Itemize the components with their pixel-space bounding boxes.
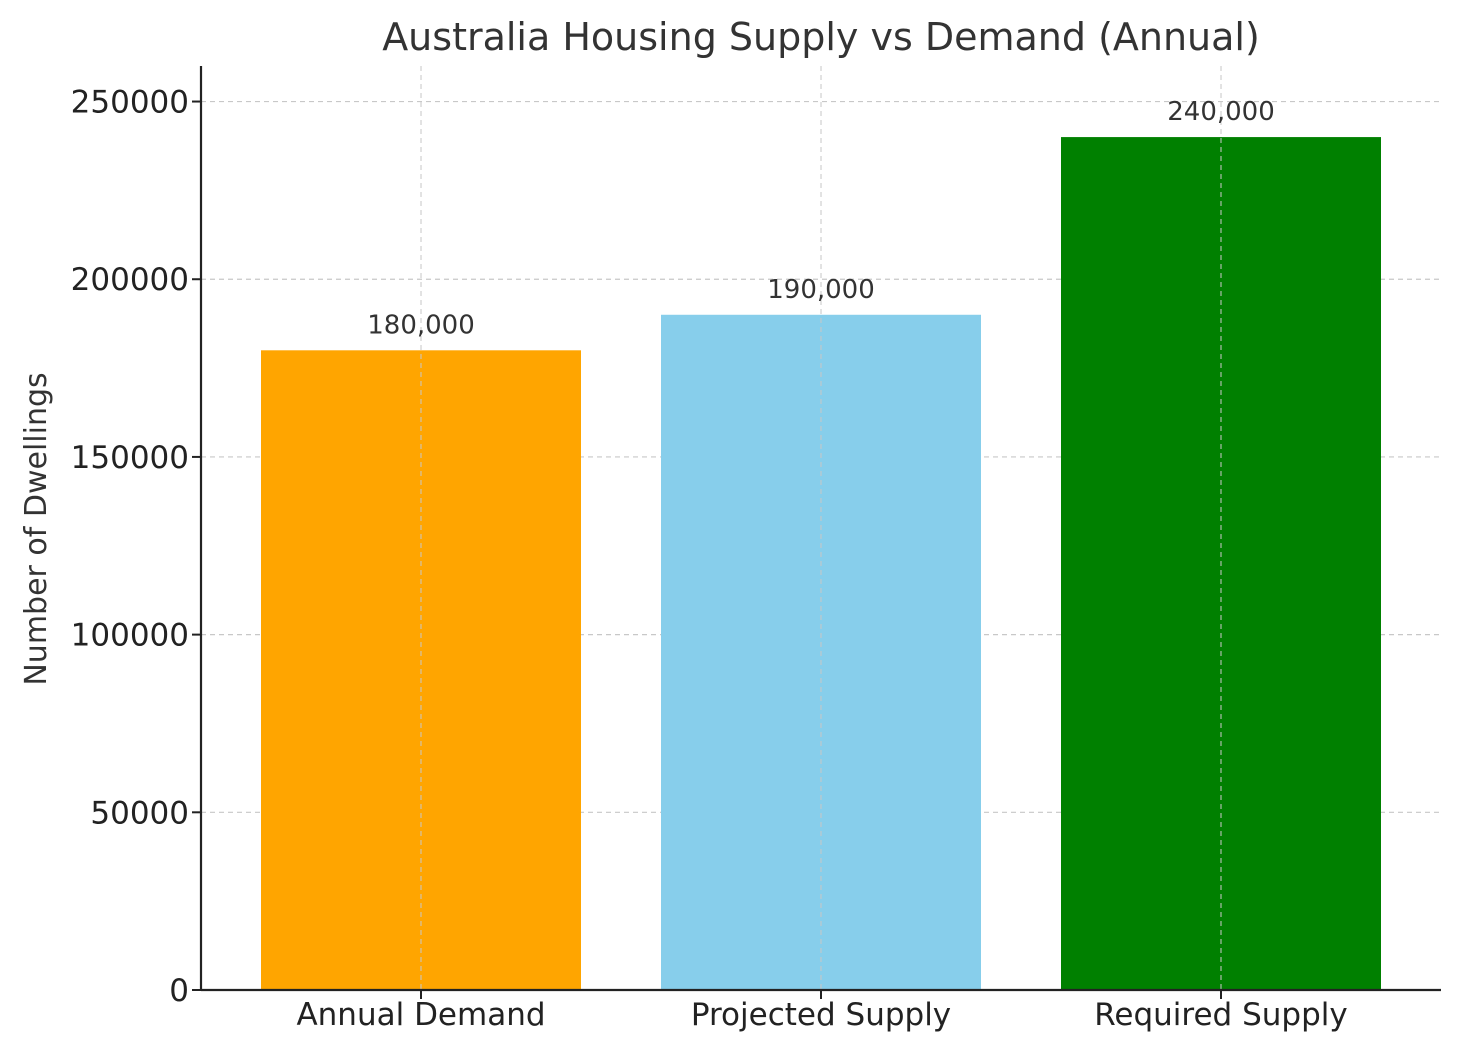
y-tick-label: 100000 xyxy=(71,618,189,654)
x-tick-label: Annual Demand xyxy=(296,997,545,1033)
data-label: 180,000 xyxy=(367,310,475,340)
y-tick-label: 200000 xyxy=(71,262,189,298)
y-tick-label: 0 xyxy=(169,973,189,1009)
y-axis-label: Number of Dwellings xyxy=(19,372,54,685)
y-tick-label: 50000 xyxy=(90,795,189,831)
chart-title: Australia Housing Supply vs Demand (Annu… xyxy=(382,15,1260,59)
data-label: 240,000 xyxy=(1167,97,1275,127)
axes: 0 50000 100000 150000 200000 250000 Annual Dem… xyxy=(71,66,1441,1033)
x-tick-label: Required Supply xyxy=(1094,997,1347,1033)
y-tick-label: 150000 xyxy=(71,440,189,476)
data-label: 190,000 xyxy=(767,275,875,305)
data-labels: 180,000 190,000 240,000 xyxy=(367,97,1275,340)
vertical-grid-lines xyxy=(420,66,1222,990)
y-tick-label: 250000 xyxy=(71,85,189,121)
x-tick-label: Projected Supply xyxy=(691,997,951,1033)
